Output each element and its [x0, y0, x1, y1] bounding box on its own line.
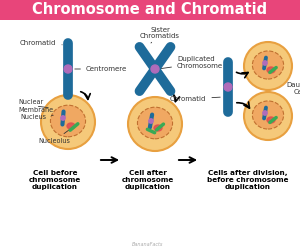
- Text: Nucleolus: Nucleolus: [38, 129, 71, 144]
- Circle shape: [263, 61, 267, 65]
- Text: Cell before
chromosome
duplication: Cell before chromosome duplication: [29, 170, 81, 190]
- Ellipse shape: [252, 101, 284, 129]
- Text: Nuclear
Membrane: Nuclear Membrane: [18, 100, 53, 112]
- Ellipse shape: [244, 42, 292, 90]
- Text: Daughter
Cells: Daughter Cells: [286, 82, 300, 96]
- Ellipse shape: [50, 105, 86, 137]
- Text: Chromatid: Chromatid: [20, 40, 62, 46]
- Text: Chromatid: Chromatid: [170, 96, 220, 102]
- Circle shape: [263, 111, 267, 115]
- Ellipse shape: [244, 92, 292, 140]
- Text: Cells after division,
before chromosome
duplication: Cells after division, before chromosome …: [207, 170, 289, 190]
- Text: Chromosome and Chromatid: Chromosome and Chromatid: [32, 3, 268, 17]
- Ellipse shape: [252, 51, 284, 79]
- Ellipse shape: [67, 123, 75, 129]
- Ellipse shape: [267, 117, 275, 123]
- Text: Centromere: Centromere: [75, 66, 127, 72]
- Text: Sister
Chromatids: Sister Chromatids: [140, 26, 180, 43]
- Circle shape: [224, 83, 232, 91]
- Circle shape: [64, 65, 72, 73]
- Text: Cell after
chromosome
duplication: Cell after chromosome duplication: [122, 170, 174, 190]
- Text: Nucleus: Nucleus: [20, 114, 53, 120]
- Circle shape: [61, 116, 65, 120]
- Text: Duplicated
Chromosome: Duplicated Chromosome: [161, 56, 223, 70]
- Ellipse shape: [41, 95, 95, 149]
- Text: BananaFacts: BananaFacts: [132, 242, 164, 247]
- Ellipse shape: [154, 125, 162, 131]
- Ellipse shape: [128, 97, 182, 151]
- Ellipse shape: [267, 67, 275, 73]
- Ellipse shape: [137, 107, 172, 139]
- Circle shape: [151, 65, 159, 73]
- Circle shape: [149, 119, 153, 123]
- Bar: [0, 0, 300, 20]
